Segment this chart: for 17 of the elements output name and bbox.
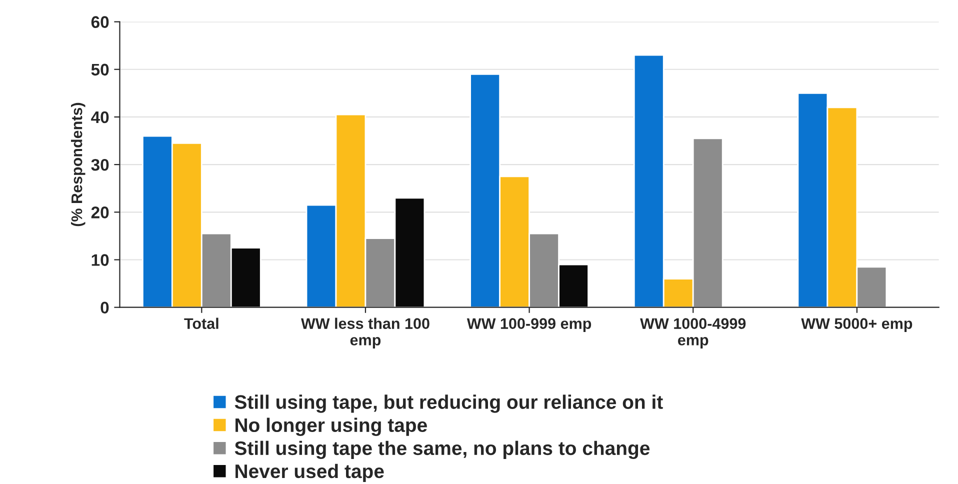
legend-label: Never used tape	[236, 464, 384, 482]
x-tick-label: Total	[184, 318, 218, 329]
y-tick-label: 40	[91, 111, 109, 124]
x-tick-label: WW 100-999 emp	[466, 318, 592, 332]
y-tick-label: 60	[91, 16, 109, 28]
legend-label: Still using tape, but reducing our reliance on it	[234, 394, 663, 413]
y-tick-label: 30	[91, 158, 109, 171]
y-tick-label: 0	[100, 302, 109, 314]
x-tick-label: WW 1000-4999 emp	[640, 318, 746, 348]
legend-label: No longer using tape	[236, 418, 427, 436]
y-tick-label: 10	[92, 254, 109, 266]
x-tick-label: WW less than 100 emp	[300, 318, 430, 348]
x-tick-label: WW 5000+ emp	[801, 318, 912, 332]
y-tick-label: 20	[91, 206, 109, 218]
y-tick-label: 50	[91, 64, 109, 76]
legend-label: Still using tape the same, no plans to change	[234, 440, 650, 460]
y-axis-title: (% Respondents)	[71, 102, 86, 226]
